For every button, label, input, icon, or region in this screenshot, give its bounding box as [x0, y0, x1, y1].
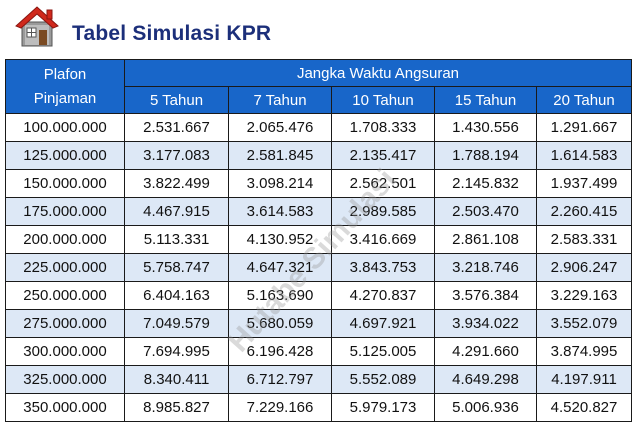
installment-5-tahun: 4.467.915: [124, 197, 229, 226]
installment-5-tahun: 6.404.163: [124, 281, 229, 310]
plafon-header-line2: Pinjaman: [33, 89, 97, 107]
installment-5-tahun: 3.177.083: [124, 141, 229, 170]
plafon-cell: 350.000.000: [5, 393, 125, 422]
term-header-row: 5 Tahun 7 Tahun 10 Tahun 15 Tahun 20 Tah…: [6, 86, 632, 114]
installment-10-tahun: 4.270.837: [331, 281, 435, 310]
plafon-cell: 225.000.000: [5, 253, 125, 282]
installment-7-tahun: 3.098.214: [228, 169, 332, 198]
installment-20-tahun: 4.520.827: [536, 393, 632, 422]
installment-7-tahun: 7.229.166: [228, 393, 332, 422]
installment-15-tahun: 2.503.470: [434, 197, 537, 226]
table-row: 225.000.000 5.758.747 4.647.321 3.843.753 3.…: [5, 253, 632, 282]
page-title: Tabel Simulasi KPR: [72, 22, 272, 45]
table-row: 325.000.000 8.340.411 6.712.797 5.552.089 4.…: [5, 365, 632, 394]
installment-15-tahun: 2.145.832: [434, 169, 537, 198]
installment-15-tahun: 2.861.108: [434, 225, 537, 254]
term-header-20: 20 Tahun: [536, 86, 632, 114]
installment-5-tahun: 5.758.747: [124, 253, 229, 282]
term-header-10: 10 Tahun: [331, 86, 435, 114]
installment-20-tahun: 2.583.331: [536, 225, 632, 254]
page-header: Tabel Simulasi KPR: [0, 0, 640, 58]
term-header-15: 15 Tahun: [434, 86, 537, 114]
installment-20-tahun: 3.229.163: [536, 281, 632, 310]
installment-7-tahun: 2.065.476: [228, 113, 332, 142]
plafon-cell: 100.000.000: [5, 113, 125, 142]
plafon-cell: 125.000.000: [5, 141, 125, 170]
installment-20-tahun: 1.937.499: [536, 169, 632, 198]
installment-20-tahun: 2.906.247: [536, 253, 632, 282]
installment-5-tahun: 5.113.331: [124, 225, 229, 254]
table-row: 175.000.000 4.467.915 3.614.583 2.989.585 2.…: [5, 197, 632, 226]
installment-20-tahun: 2.260.415: [536, 197, 632, 226]
installment-15-tahun: 3.934.022: [434, 309, 537, 338]
table-row: 250.000.000 6.404.163 5.163.690 4.270.837 3.…: [5, 281, 632, 310]
installment-10-tahun: 5.125.005: [331, 337, 435, 366]
table-row: 350.000.000 8.985.827 7.229.166 5.979.173 5.…: [5, 393, 632, 422]
installment-20-tahun: 3.874.995: [536, 337, 632, 366]
installment-10-tahun: 4.697.921: [331, 309, 435, 338]
installment-5-tahun: 3.822.499: [124, 169, 229, 198]
installment-15-tahun: 4.291.660: [434, 337, 537, 366]
installment-10-tahun: 3.843.753: [331, 253, 435, 282]
header-row: Plafon Pinjaman Jangka Waktu Angsuran: [5, 59, 632, 114]
installment-7-tahun: 6.712.797: [228, 365, 332, 394]
plafon-cell: 175.000.000: [5, 197, 125, 226]
installment-5-tahun: 7.049.579: [124, 309, 229, 338]
installment-15-tahun: 5.006.936: [434, 393, 537, 422]
installment-5-tahun: 2.531.667: [124, 113, 229, 142]
installment-20-tahun: 1.614.583: [536, 141, 632, 170]
term-header-5: 5 Tahun: [124, 86, 229, 114]
plafon-header-line1: Plafon: [43, 65, 87, 83]
plafon-cell: 150.000.000: [5, 169, 125, 198]
plafon-cell: 275.000.000: [5, 309, 125, 338]
installment-10-tahun: 5.552.089: [331, 365, 435, 394]
plafon-cell: 200.000.000: [5, 225, 125, 254]
installment-7-tahun: 5.163.690: [228, 281, 332, 310]
table-row: 150.000.000 3.822.499 3.098.214 2.562.501 2.…: [5, 169, 632, 198]
installment-10-tahun: 2.562.501: [331, 169, 435, 198]
installment-7-tahun: 4.130.952: [228, 225, 332, 254]
installment-10-tahun: 2.135.417: [331, 141, 435, 170]
term-group-header: Jangka Waktu Angsuran: [124, 59, 632, 87]
installment-15-tahun: 4.649.298: [434, 365, 537, 394]
table-row: 275.000.000 7.049.579 5.680.059 4.697.921 3.…: [5, 309, 632, 338]
house-icon: [15, 6, 59, 47]
installment-10-tahun: 2.989.585: [331, 197, 435, 226]
installment-15-tahun: 3.218.746: [434, 253, 537, 282]
installment-5-tahun: 7.694.995: [124, 337, 229, 366]
plafon-cell: 325.000.000: [5, 365, 125, 394]
installment-20-tahun: 4.197.911: [536, 365, 632, 394]
table-row: 100.000.000 2.531.667 2.065.476 1.708.333 1.…: [5, 113, 632, 142]
installment-7-tahun: 3.614.583: [228, 197, 332, 226]
installment-20-tahun: 1.291.667: [536, 113, 632, 142]
kpr-simulation-table: Plafon Pinjaman Jangka Waktu Angsuran 5 …: [5, 59, 632, 422]
plafon-header: Plafon Pinjaman: [5, 59, 125, 114]
table-row: 200.000.000 5.113.331 4.130.952 3.416.669 2.…: [5, 225, 632, 254]
installment-7-tahun: 4.647.321: [228, 253, 332, 282]
plafon-cell: 250.000.000: [5, 281, 125, 310]
term-header-7: 7 Tahun: [228, 86, 332, 114]
installment-7-tahun: 2.581.845: [228, 141, 332, 170]
installment-15-tahun: 1.788.194: [434, 141, 537, 170]
installment-7-tahun: 6.196.428: [228, 337, 332, 366]
plafon-cell: 300.000.000: [5, 337, 125, 366]
table-row: 300.000.000 7.694.995 6.196.428 5.125.005 4.…: [5, 337, 632, 366]
installment-10-tahun: 3.416.669: [331, 225, 435, 254]
installment-20-tahun: 3.552.079: [536, 309, 632, 338]
installment-15-tahun: 1.430.556: [434, 113, 537, 142]
installment-10-tahun: 5.979.173: [331, 393, 435, 422]
installment-15-tahun: 3.576.384: [434, 281, 537, 310]
installment-7-tahun: 5.680.059: [228, 309, 332, 338]
installment-5-tahun: 8.985.827: [124, 393, 229, 422]
installment-5-tahun: 8.340.411: [124, 365, 229, 394]
installment-10-tahun: 1.708.333: [331, 113, 435, 142]
table-row: 125.000.000 3.177.083 2.581.845 2.135.417 1.…: [5, 141, 632, 170]
table-body: 100.000.000 2.531.667 2.065.476 1.708.333 1.…: [5, 113, 632, 422]
